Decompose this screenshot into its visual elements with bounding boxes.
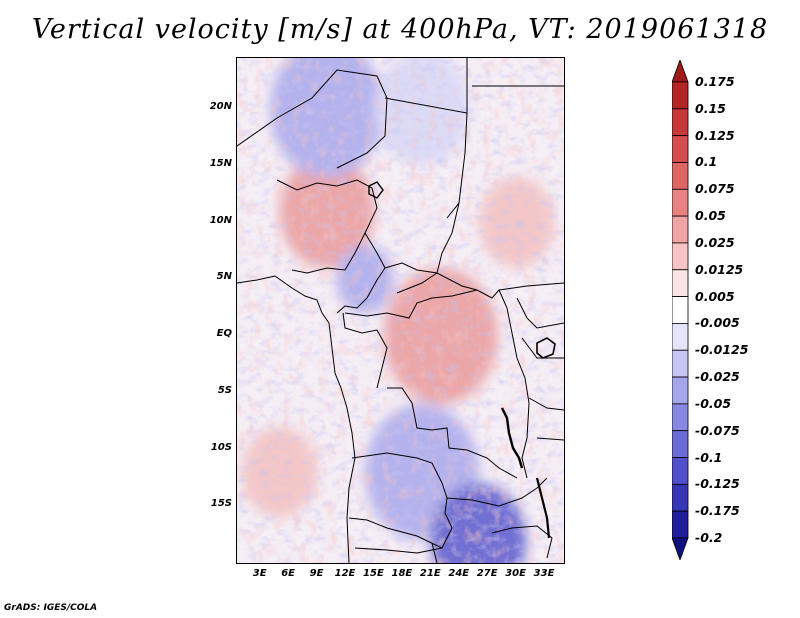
colorbar-segment — [672, 188, 689, 217]
colorbar-segment — [672, 162, 689, 190]
colorbar-top-arrow — [672, 60, 689, 83]
longitude-tick-label: 24E — [448, 568, 470, 579]
algeria-niger-border — [237, 69, 388, 169]
longitude-tick-label: 30E — [505, 568, 526, 579]
map-title: Vertical velocity [m/s] at 400hPa, VT: 2… — [31, 14, 769, 45]
longitude-tick-label: 6E — [281, 568, 296, 579]
kenya-uganda-border — [516, 297, 564, 359]
longitude-tick-label: 27E — [476, 568, 498, 579]
colorbar-tick-label: 0.005 — [695, 288, 735, 304]
lake-malawi — [535, 477, 551, 539]
colorbar-segment — [672, 430, 689, 458]
congo-border — [344, 289, 478, 319]
colorbar-segment — [672, 215, 689, 244]
colorbar-tick-label: -0.005 — [695, 315, 740, 331]
colorbar-segment — [672, 376, 689, 405]
lake-chad — [368, 181, 384, 199]
coastline-west — [237, 275, 356, 563]
longitude-tick-label: 3E — [252, 568, 267, 579]
latitude-tick-label: 15S — [210, 498, 232, 510]
colorbar-segment — [672, 296, 689, 324]
latitude-tick-label: 20N — [209, 101, 232, 113]
latitude-tick-label: 5N — [216, 271, 232, 283]
tanzania-border — [528, 397, 564, 441]
colorbar-tick-label: -0.0125 — [695, 342, 749, 358]
lake-tanganyika — [500, 407, 524, 469]
lake-victoria — [536, 337, 556, 359]
nigeria-border — [276, 179, 378, 274]
colorbar-tick-label: 0.1 — [695, 154, 718, 170]
latitude-tick-label: 5S — [217, 384, 232, 396]
car-border — [384, 262, 564, 299]
grads-credit: GrADS: IGES/COLA — [4, 603, 98, 613]
drc-east-border — [498, 289, 530, 479]
longitude-tick-label: 9E — [309, 568, 324, 579]
colorbar-segment — [672, 457, 689, 485]
namibia-border — [348, 517, 443, 563]
colorbar-segment — [672, 81, 689, 110]
colorbar-tick-label: -0.1 — [695, 449, 723, 465]
colorbar-segment — [672, 403, 689, 432]
longitude-tick-label: 15E — [363, 568, 384, 579]
colorbar-segment — [672, 108, 689, 137]
drc-south-border — [387, 387, 518, 479]
colorbar-tick-label: -0.125 — [695, 476, 740, 492]
colorbar-tick-label: 0.05 — [695, 208, 726, 224]
longitude-tick-label: 12E — [334, 568, 356, 579]
colorbar-segment — [672, 269, 689, 297]
longitude-tick-label: 18E — [391, 568, 413, 579]
longitude-tick-label: 33E — [533, 568, 555, 579]
colorbar-tick-label: -0.075 — [695, 422, 740, 438]
colorbar-tick-label: -0.175 — [695, 503, 740, 519]
colorbar-segment — [672, 323, 689, 351]
colorbar-tick-label: 0.15 — [695, 100, 726, 116]
latitude-tick-label: 10N — [209, 214, 232, 226]
libya-egypt-border — [466, 58, 564, 113]
cameroon-border — [336, 232, 386, 314]
colorbar-tick-label: -0.025 — [695, 369, 740, 385]
latitude-tick-label: 15N — [209, 157, 232, 169]
longitude-tick-label: 21E — [419, 568, 441, 579]
chad-sudan-border — [396, 202, 460, 294]
map-plot-area[interactable] — [236, 57, 565, 564]
niger-chad-border — [384, 97, 468, 219]
colorbar-tick-label: -0.05 — [695, 395, 732, 411]
field-noise — [237, 58, 564, 563]
colorbar-tick-label: 0.0125 — [695, 261, 744, 277]
colorbar-bottom-arrow — [672, 537, 689, 560]
country-borders — [237, 58, 564, 563]
colorbar-segment — [672, 483, 689, 512]
colorbar-tick-label: 0.175 — [695, 74, 735, 89]
colorbar — [672, 60, 689, 560]
colorbar-tick-label: 0.125 — [695, 127, 735, 143]
zimbabwe-border — [491, 525, 553, 559]
colorbar-tick-label: 0.075 — [695, 181, 735, 197]
angola-border — [351, 452, 453, 554]
latitude-tick-label: 10S — [210, 441, 232, 453]
vertical-velocity-field — [237, 58, 564, 563]
colorbar-tick-label: -0.2 — [695, 530, 723, 545]
colorbar-segment — [672, 349, 689, 378]
colorbar-segment — [672, 510, 689, 539]
colorbar-segment — [672, 242, 689, 271]
latitude-tick-label: EQ — [216, 328, 232, 340]
colorbar-segment — [672, 135, 689, 163]
colorbar-tick-label: 0.025 — [695, 234, 735, 250]
gabon-congo-border — [342, 312, 388, 389]
